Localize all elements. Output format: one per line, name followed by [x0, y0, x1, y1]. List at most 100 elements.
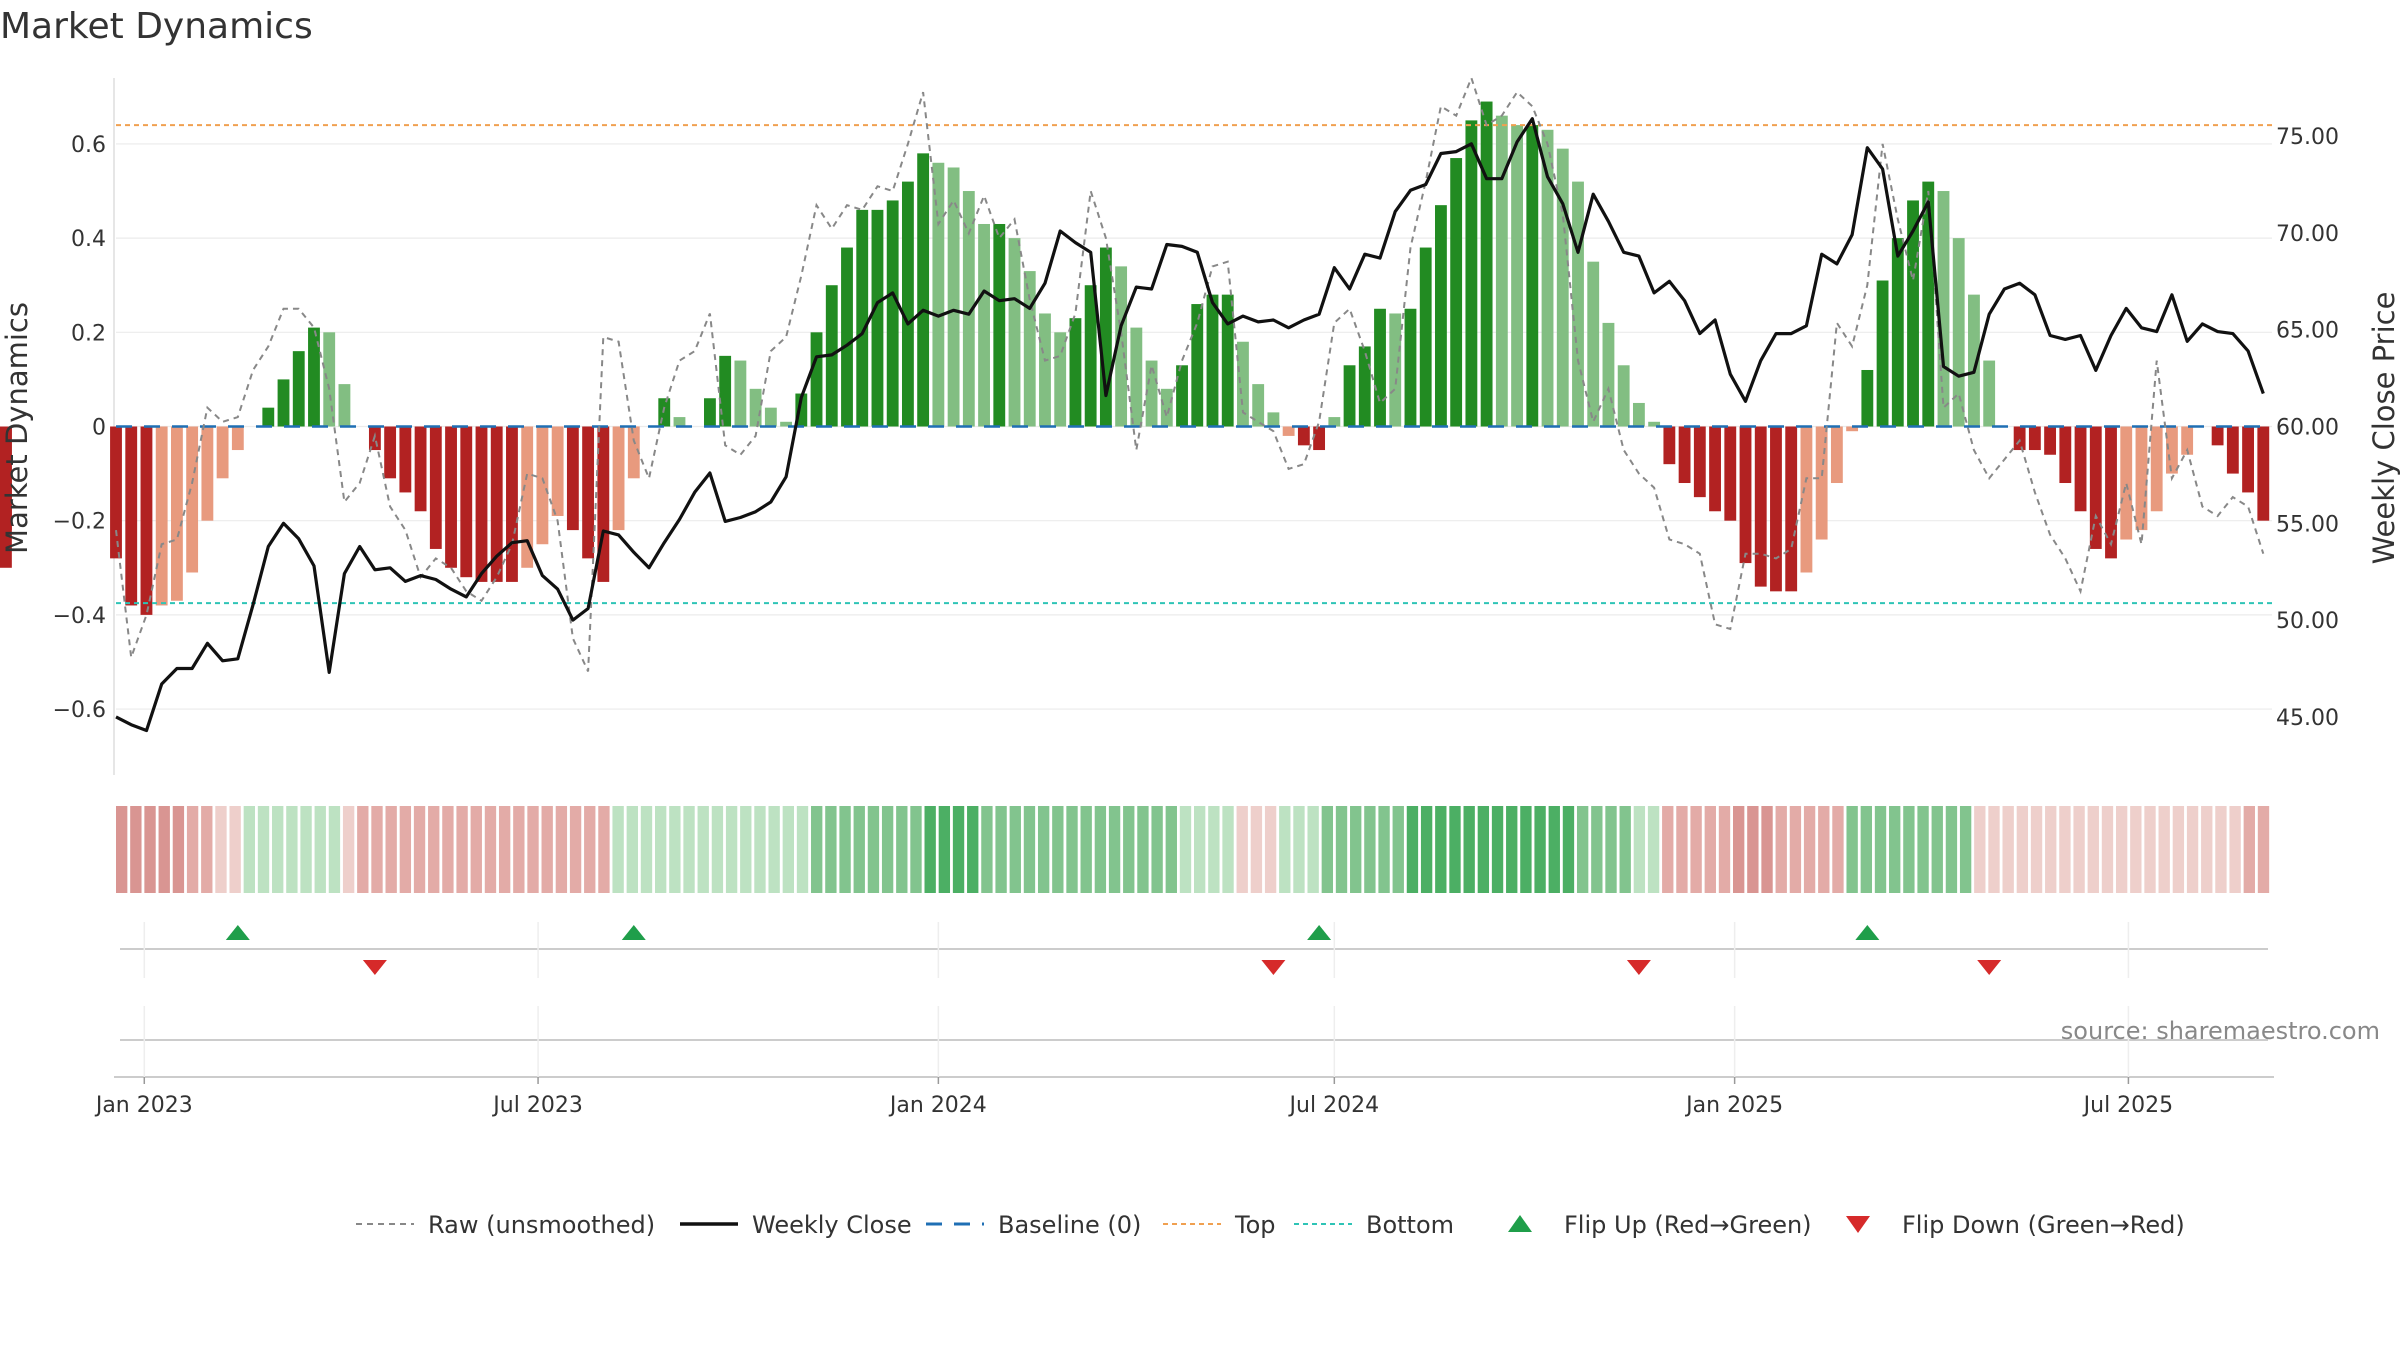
regime-cell — [1264, 806, 1277, 893]
regime-cell — [1080, 806, 1092, 893]
regime-cell — [428, 806, 440, 893]
histogram-bar — [582, 426, 595, 559]
regime-cell — [1506, 806, 1518, 893]
legend-item: Bottom — [1294, 1211, 1454, 1239]
regime-cell — [2059, 806, 2071, 893]
histogram-bar — [1968, 294, 1980, 427]
regime-cell — [640, 806, 653, 893]
histogram-bar — [719, 355, 732, 427]
x-tick-label: Jan 2024 — [888, 1093, 987, 1118]
regime-cell — [711, 806, 724, 893]
regime-cell — [1974, 806, 1986, 893]
regime-cell — [626, 806, 638, 893]
regime-cell — [328, 806, 341, 893]
regime-cell — [413, 806, 426, 893]
regime-cell — [839, 806, 851, 893]
x-tick-label: Jan 2025 — [1684, 1093, 1783, 1118]
legend-item: Baseline (0) — [926, 1211, 1141, 1239]
regime-cell — [442, 806, 454, 893]
legend-item: Top — [1163, 1211, 1276, 1239]
y2-tick-label: 60.00 — [2276, 416, 2339, 441]
regime-cell — [1435, 806, 1447, 893]
histogram-bar — [1404, 308, 1417, 427]
regime-cell — [669, 806, 681, 893]
histogram-bar — [1023, 271, 1036, 427]
x-tick-label: Jul 2025 — [2082, 1093, 2174, 1118]
histogram-bar — [1815, 426, 1828, 540]
y-tick-label: −0.2 — [53, 510, 106, 535]
regime-cell — [1009, 806, 1021, 893]
histogram-bar — [749, 388, 762, 427]
x-tick-label: Jul 2024 — [1288, 1093, 1380, 1118]
regime-cell — [513, 806, 525, 893]
regime-cell — [1704, 806, 1716, 893]
regime-cell — [2002, 806, 2014, 893]
histogram-bar — [445, 426, 457, 568]
regime-cell — [1534, 806, 1546, 893]
histogram-bar — [231, 426, 244, 451]
regime-cell — [2257, 806, 2270, 893]
histogram-bar — [2211, 426, 2224, 446]
histogram-bar — [1678, 426, 1691, 484]
regime-cell — [1151, 806, 1163, 893]
regime-cell — [399, 806, 412, 893]
regime-cell — [896, 806, 908, 893]
regime-cell — [144, 806, 156, 893]
histogram-bar — [1099, 247, 1112, 427]
histogram-bar — [1663, 426, 1676, 465]
histogram-bar — [1526, 125, 1539, 427]
regime-cell — [1931, 806, 1943, 893]
histogram-bar — [1556, 148, 1569, 427]
regime-cell — [1733, 806, 1745, 893]
regime-cell — [1279, 806, 1291, 893]
regime-cell — [2186, 806, 2199, 893]
histogram-bar — [170, 426, 183, 601]
regime-cell — [1889, 806, 1901, 893]
regime-cell — [1903, 806, 1915, 893]
legend-label: Top — [1234, 1211, 1276, 1239]
regime-cell — [1576, 806, 1589, 893]
regime-cell — [782, 806, 795, 893]
regime-cell — [1562, 806, 1575, 893]
histogram-bar — [2135, 426, 2148, 531]
histogram-bar — [1008, 238, 1021, 427]
regime-cell — [1477, 806, 1490, 893]
regime-cell — [1605, 806, 1617, 893]
histogram-bar — [1541, 129, 1554, 427]
regime-cell — [300, 806, 312, 893]
histogram-bar — [2120, 426, 2133, 540]
histogram-bar — [490, 426, 503, 582]
histogram-bar — [1724, 426, 1737, 521]
histogram-bar — [962, 191, 975, 427]
regime-cell — [2115, 806, 2128, 893]
regime-cell — [555, 806, 568, 893]
histogram-bar — [1069, 318, 1082, 427]
y-tick-label: 0.4 — [71, 227, 106, 252]
regime-cell — [1449, 806, 1461, 893]
histogram-bar — [110, 426, 122, 559]
legend-swatch — [1508, 1215, 1532, 1232]
regime-cell — [2201, 806, 2213, 893]
regime-cell — [186, 806, 199, 893]
x-ticks: Jan 2023 Jul 2023 Jan 2024 Jul 2024 Jan 2025… — [94, 1077, 2173, 1118]
histogram-bar — [1572, 181, 1584, 427]
histogram-bar — [2059, 426, 2072, 484]
legend-label: Bottom — [1366, 1211, 1454, 1239]
regime-cell — [2243, 806, 2255, 893]
regime-cell — [598, 806, 610, 893]
regime-cell — [371, 806, 383, 893]
reference-lines — [116, 124, 2272, 605]
flip-markers — [225, 925, 2002, 975]
flip-up-marker — [1855, 925, 1880, 940]
histogram-bar — [1130, 327, 1143, 427]
histogram-bar — [1800, 426, 1813, 573]
regime-cell — [1335, 806, 1348, 893]
histogram-bar — [475, 426, 488, 582]
regime-cell — [1137, 806, 1149, 893]
regime-cell — [867, 806, 880, 893]
histogram-bar — [2226, 426, 2239, 474]
regime-cell — [342, 806, 355, 893]
histogram-bar — [536, 426, 549, 545]
histogram-bar — [1389, 313, 1402, 427]
regime-cell — [1591, 806, 1603, 893]
